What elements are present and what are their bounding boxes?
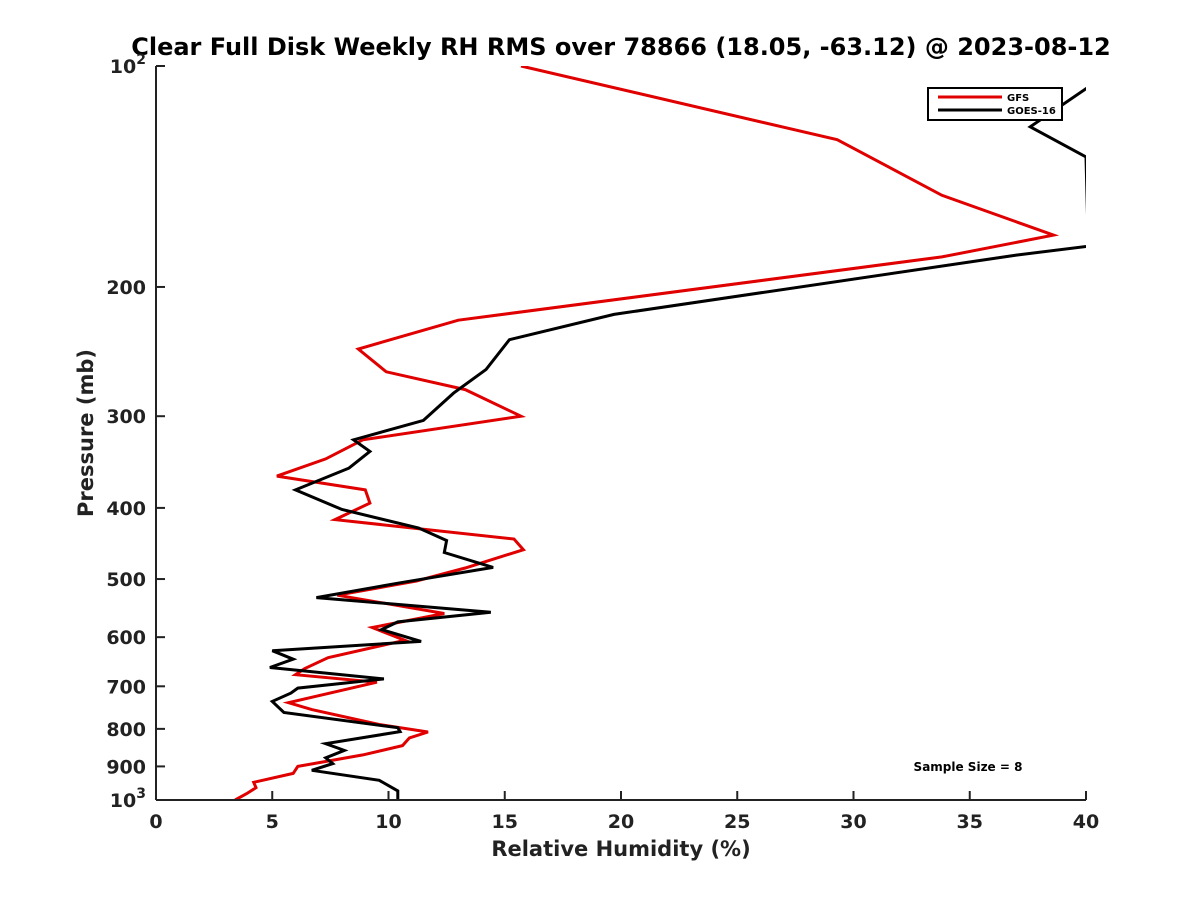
y-tick-label: 700 [106,676,146,698]
x-tick-label: 0 [149,811,162,833]
legend-box [927,87,1063,121]
series-line-0 [234,66,1060,800]
x-tick-label: 15 [492,811,518,833]
x-tick-label: 25 [724,811,750,833]
y-tick-label: 600 [106,627,146,649]
legend-label: GFS [1007,93,1029,104]
x-tick-label: 5 [266,811,279,833]
x-tick-label: 40 [1073,811,1099,833]
x-axis-label: Relative Humidity (%) [491,837,750,861]
x-tick-label: 10 [375,811,401,833]
y-tick-label: 500 [106,569,146,591]
sample-size-annotation: Sample Size = 8 [914,760,1023,774]
x-tick-label: 35 [957,811,983,833]
axes: 0 5 10 15 20 25 30 35 40 102 200 300 400 500 600 700 800… [106,52,1099,833]
chart-title: Clear Full Disk Weekly RH RMS over 78866… [131,33,1111,61]
y-tick-label: 103 [110,786,146,812]
legend: GFS GOES-16 [927,87,1063,121]
y-tick-label: 300 [106,406,146,428]
y-tick-label: 400 [106,498,146,520]
legend-label: GOES-16 [1007,106,1056,117]
y-tick-label: 800 [106,719,146,741]
x-tick-label: 20 [608,811,634,833]
series-line-1 [269,86,1086,800]
plot-area [234,66,1086,800]
y-tick-label: 102 [110,52,146,78]
y-axis-label: Pressure (mb) [74,349,98,517]
y-tick-label: 900 [106,756,146,778]
y-tick-label: 200 [106,277,146,299]
x-tick-label: 30 [840,811,866,833]
